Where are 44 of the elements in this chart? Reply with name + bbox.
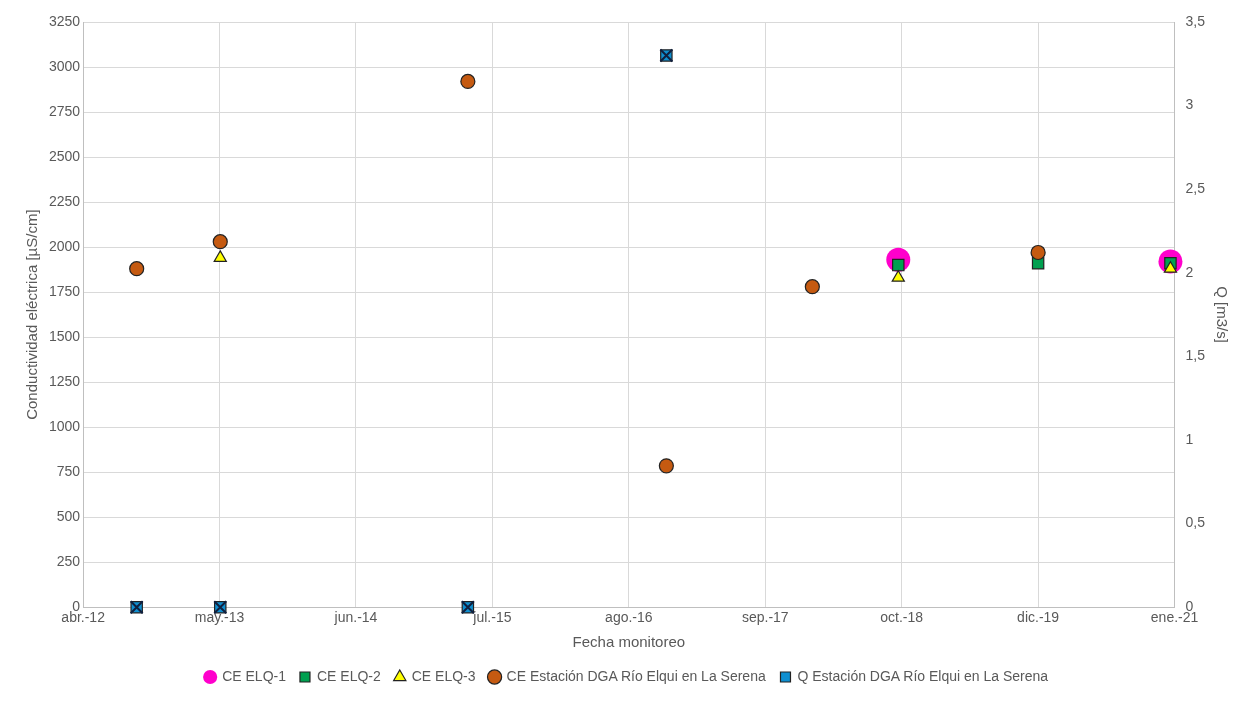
x-tick-label: ago.-16	[605, 609, 653, 626]
x-axis-title: Fecha monitoreo	[572, 633, 686, 651]
y-axis-title: Conductividad eléctrica [µS/cm]	[23, 209, 41, 420]
x-tick-label: may.-13	[194, 609, 245, 626]
y-tick-label: 750	[56, 463, 81, 480]
legend-label: CE ELQ-3	[411, 667, 476, 684]
y2-tick-label: 2	[1185, 263, 1194, 280]
y-tick-label: 3250	[48, 12, 81, 29]
y-tick-label: 250	[56, 553, 81, 570]
x-tick-label: oct.-18	[880, 609, 924, 626]
y2-tick-label: 1,5	[1185, 347, 1206, 364]
y-tick-label: 2250	[48, 192, 81, 209]
legend-label: CE ELQ-2	[316, 667, 381, 684]
y-tick-label: 2500	[48, 147, 81, 164]
point	[212, 234, 228, 250]
y2-tick-label: 3	[1185, 96, 1194, 113]
y-tick-label: 1250	[48, 372, 81, 389]
point	[460, 73, 476, 90]
point	[129, 261, 145, 277]
y2-tick-label: 1	[1185, 430, 1194, 447]
y-tick-label: 2000	[48, 237, 81, 254]
y-tick-label: 1750	[48, 282, 81, 299]
y2-tick-label: 3,5	[1185, 12, 1206, 29]
point	[213, 250, 227, 262]
y2-tick-label: 0,5	[1185, 514, 1206, 531]
x-tick-label: jul.-15	[472, 609, 512, 626]
x-tick-label: sep.-17	[741, 609, 789, 626]
y-tick-label: 0	[72, 598, 81, 615]
y-tick-label: 3000	[48, 57, 81, 74]
y-tick-label: 1500	[48, 327, 81, 344]
legend-label: CE Estación DGA Río Elqui en La Serena	[506, 667, 766, 684]
y-tick-label: 1000	[48, 418, 81, 434]
y2-axis-title: Q [m3/s]	[1213, 286, 1231, 343]
y-tick-label: 2750	[48, 102, 81, 119]
x-tick-label: dic.-19	[1017, 609, 1060, 626]
legend-label: CE ELQ-1	[222, 667, 287, 684]
point	[658, 458, 674, 474]
point	[804, 279, 820, 295]
x-tick-label: jun.-14	[333, 609, 378, 626]
y-tick-label: 500	[56, 508, 81, 525]
point	[891, 270, 905, 282]
legend-label: Q Estación DGA Río Elqui en La Serena	[797, 667, 1049, 684]
y2-tick-label: 2,5	[1185, 180, 1206, 197]
point	[1030, 244, 1046, 261]
